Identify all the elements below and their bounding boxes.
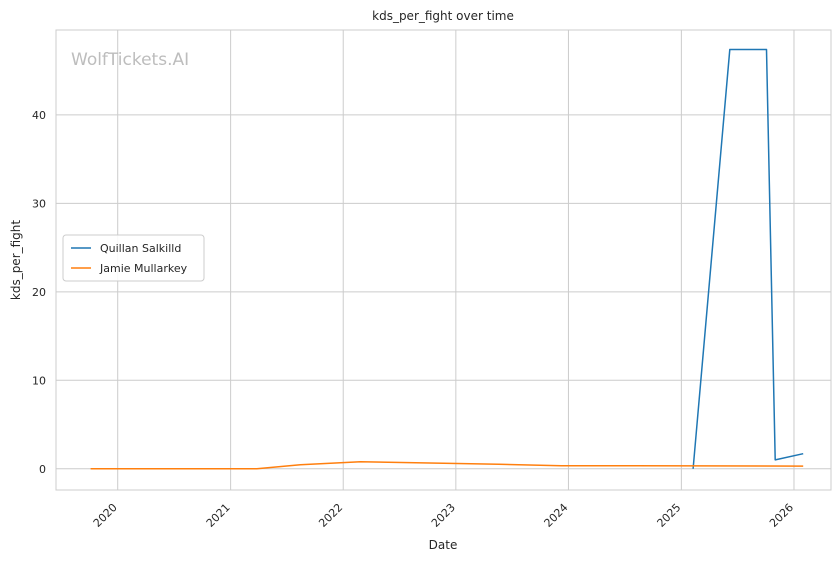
- plot-area-frame: [55, 29, 832, 491]
- legend-label-1: Quillan Salkilld: [100, 242, 181, 255]
- y-tick-label: 40: [32, 109, 46, 122]
- x-tick-label: 2022: [316, 501, 345, 530]
- series-group: [90, 48, 804, 470]
- y-tick-label: 20: [32, 286, 46, 299]
- series-line-1: [692, 48, 804, 469]
- legend-label-2: Jamie Mullarkey: [99, 262, 188, 275]
- x-tick-labels: 2020 2021 2022 2023 2024 2025 2026: [91, 501, 796, 530]
- x-tick-label: 2025: [654, 501, 683, 530]
- grid: [56, 30, 831, 490]
- y-tick-labels: 0 10 20 30 40: [32, 109, 46, 476]
- x-tick-label: 2024: [542, 501, 571, 530]
- legend-frame: [62, 234, 205, 282]
- x-tick-label: 2026: [767, 501, 796, 530]
- watermark: WolfTickets.AI: [71, 50, 189, 70]
- y-tick-label: 30: [32, 197, 46, 210]
- y-axis-label: kds_per_fight: [9, 220, 23, 301]
- x-tick-label: 2023: [429, 501, 458, 530]
- x-axis-label: Date: [429, 538, 458, 552]
- x-tick-label: 2020: [91, 501, 120, 530]
- chart-title: kds_per_fight over time: [372, 9, 514, 23]
- series-line-2: [90, 460, 804, 470]
- y-tick-label: 10: [32, 374, 46, 387]
- legend: Quillan Salkilld Jamie Mullarkey: [62, 234, 205, 282]
- y-tick-label: 0: [39, 463, 46, 476]
- x-tick-label: 2021: [204, 501, 233, 530]
